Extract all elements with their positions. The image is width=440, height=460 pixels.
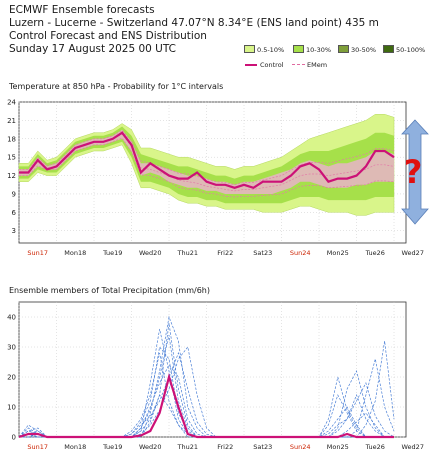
precipitation-chart-xtick-label: Wed20 (139, 443, 161, 451)
temperature-chart-xtick-label: Wed20 (139, 249, 161, 257)
temperature-chart-ytick-label: 6 (12, 209, 17, 217)
temperature-chart-xtick-label: Thu21 (177, 249, 198, 257)
header-title: ECMWF Ensemble forecasts (9, 4, 155, 16)
temperature-chart-xtick-label: Mon25 (327, 249, 349, 257)
temperature-chart-title: Temperature at 850 hPa - Probability for… (9, 82, 224, 91)
temperature-chart-ytick-label: 12 (7, 172, 16, 180)
precipitation-chart-xtick-label: Tue26 (365, 443, 385, 451)
header-date: Sunday 17 August 2025 00 UTC (9, 43, 176, 55)
precipitation-chart-title: Ensemble members of Total Precipitation … (9, 286, 210, 295)
precipitation-chart-xtick-label: Wed27 (402, 443, 424, 451)
precipitation-chart-xtick-label: Sun17 (27, 443, 48, 451)
precipitation-chart-xtick-label: Thu21 (177, 443, 198, 451)
precipitation-chart-xtick-label: Sat23 (253, 443, 272, 451)
legend-line-control (245, 64, 257, 66)
precipitation-chart-ytick-label: 30 (7, 344, 16, 352)
precipitation-chart-xtick-label: Tue19 (102, 443, 122, 451)
temperature-chart-xtick-label: Tue19 (102, 249, 122, 257)
temperature-band-core (19, 129, 394, 194)
legend-swatch-band-3 (338, 45, 349, 53)
temperature-chart-xtick-label: Sun17 (27, 249, 48, 257)
precipitation-chart-xtick-label: Sun24 (290, 443, 311, 451)
temperature-chart-ytick-label: 3 (12, 227, 16, 235)
temperature-chart-ytick-label: 9 (12, 190, 16, 198)
precipitation-chart-xtick-label: Mon18 (64, 443, 86, 451)
temperature-chart-xtick-label: Wed27 (402, 249, 424, 257)
temperature-chart-xtick-label: Mon18 (64, 249, 86, 257)
temperature-chart-ytick-label: 15 (7, 154, 16, 162)
precipitation-chart-ytick-label: 20 (7, 374, 16, 382)
legend-label-band-4: 50-100% (396, 46, 426, 54)
temperature-chart-xtick-label: Tue26 (365, 249, 385, 257)
legend-line-emem (292, 64, 305, 65)
temperature-member-line (19, 137, 395, 198)
legend-label-control: Control (260, 61, 284, 69)
legend-label-emem: EMem (307, 61, 328, 69)
uncertainty-arrow-annotation: ? (401, 119, 429, 225)
question-mark-icon: ? (404, 153, 423, 191)
temperature-band-10-30 (19, 126, 394, 204)
legend-swatch-band-4 (383, 45, 394, 53)
double-arrow-icon (401, 119, 429, 225)
precipitation-chart-ytick-label: 0 (12, 434, 16, 442)
legend-label-band-1: 0.5-10% (257, 46, 285, 54)
temperature-member-line (19, 129, 395, 186)
header-subtitle: Control Forecast and ENS Distribution (9, 30, 207, 42)
temperature-chart-xtick-label: Sun24 (290, 249, 311, 257)
temperature-chart-xtick-label: Fri22 (217, 249, 233, 257)
legend-label-band-3: 30-50% (351, 46, 377, 54)
precipitation-chart-group: 0 10 20 30 40 Sun17 Mon18 Tue19 Wed20 Thu21 Fri22 S… (7, 301, 424, 451)
precipitation-chart-ytick-label: 40 (7, 314, 16, 322)
temperature-control-line (19, 131, 395, 190)
precipitation-control-line (18, 373, 394, 439)
temperature-chart-ytick-label: 24 (7, 99, 16, 107)
precipitation-chart-xtick-label: Fri22 (217, 443, 233, 451)
legend-swatch-band-1 (244, 45, 255, 53)
legend-swatch-band-2 (293, 45, 304, 53)
precipitation-chart-xtick-label: Mon25 (327, 443, 349, 451)
temperature-chart-group: 3 6 9 12 15 18 21 24 Sun17 Mon18 Tue19 Wed20 Thu21 Fr… (7, 99, 424, 258)
temperature-chart-ytick-label: 21 (7, 117, 16, 125)
precipitation-chart-ytick-label: 10 (7, 404, 16, 412)
temperature-chart-xtick-label: Sat23 (253, 249, 272, 257)
header-location: Luzern - Lucerne - Switzerland 47.07°N 8… (9, 17, 379, 29)
temperature-chart-ytick-label: 18 (7, 135, 16, 143)
legend-label-band-2: 10-30% (306, 46, 332, 54)
